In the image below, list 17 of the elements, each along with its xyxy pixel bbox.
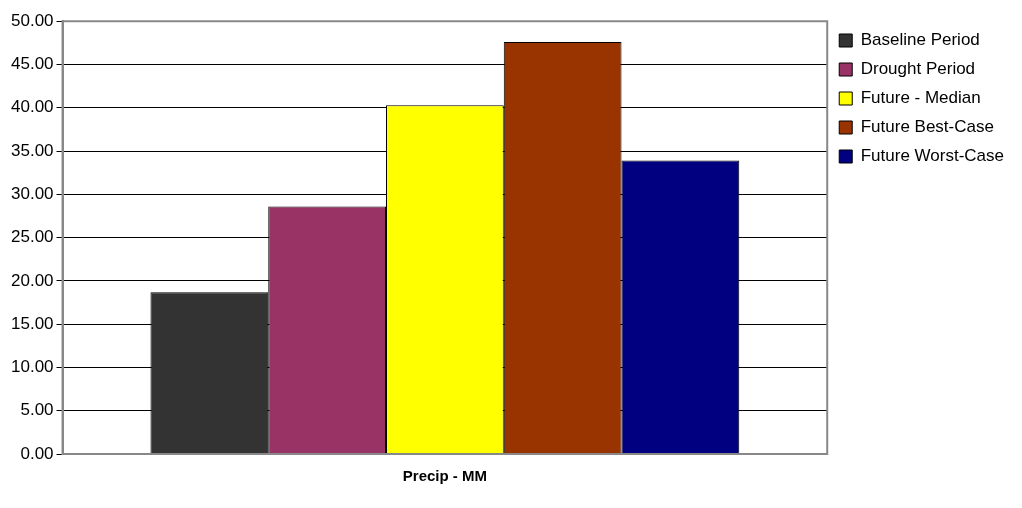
y-tick-label: 50.00 (10, 10, 54, 30)
legend-label: Future - Median (860, 88, 981, 108)
legend-label: Future Best-Case (860, 117, 994, 137)
x-tick-label: Precip - MM (402, 467, 487, 485)
y-tick-label: 15.00 (10, 313, 54, 333)
y-tick-label: 40.00 (10, 97, 54, 117)
legend-label: Future Worst-Case (860, 146, 1004, 166)
legend-label: Baseline Period (860, 30, 980, 50)
y-tick-label: 0.00 (20, 443, 54, 463)
y-tick-label: 10.00 (10, 357, 54, 377)
y-tick-label: 20.00 (10, 270, 54, 290)
legend-label: Drought Period (860, 59, 976, 79)
y-tick-label: 30.00 (10, 184, 54, 204)
y-tick-label: 5.00 (20, 400, 54, 420)
y-tick-label: 45.00 (10, 54, 54, 74)
y-tick-label: 35.00 (10, 140, 54, 160)
y-tick-label: 25.00 (10, 227, 54, 247)
